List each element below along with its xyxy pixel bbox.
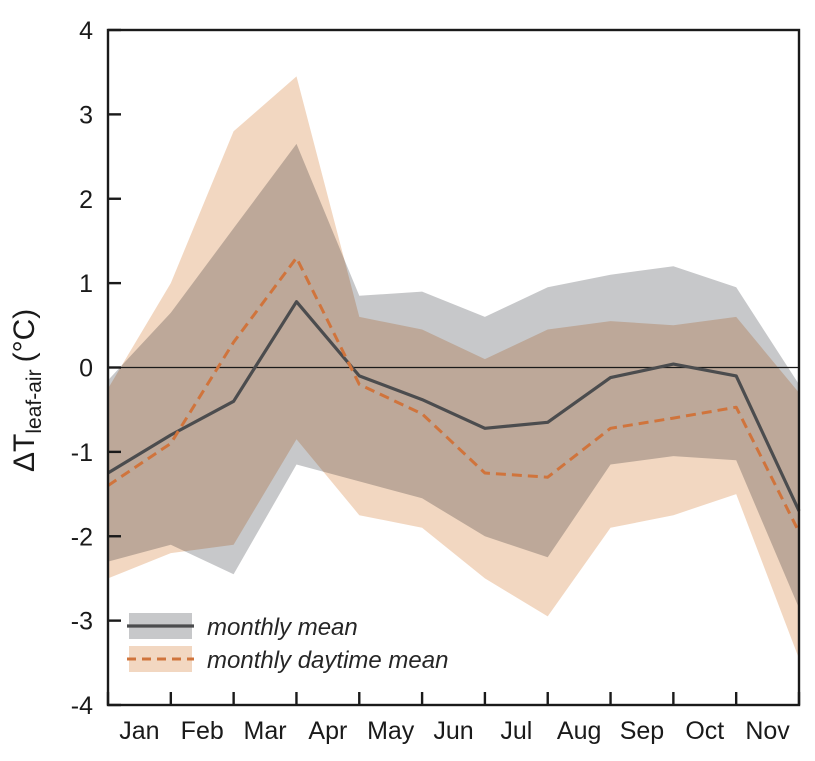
y-axis-tick-labels: 4 3 2 1 0 -1 -2 -3 -4	[71, 17, 93, 720]
legend-item-monthly-mean: monthly mean	[127, 613, 358, 641]
x-month-label: Jul	[500, 717, 532, 745]
y-axis-label-subscript: leaf-air	[23, 369, 46, 433]
y-tick-label: -3	[71, 608, 93, 636]
x-month-label: Feb	[181, 717, 224, 745]
y-axis-ticks	[108, 28, 121, 707]
y-axis-label-unit: (°C)	[8, 309, 41, 363]
y-tick-label: -2	[71, 523, 93, 551]
legend-item-monthly-daytime-mean: monthly daytime mean	[127, 646, 448, 674]
x-month-label: Oct	[685, 717, 724, 745]
x-month-label: Mar	[244, 717, 287, 745]
x-month-label: Jan	[119, 717, 159, 745]
y-tick-label: 4	[79, 17, 93, 45]
x-axis-month-labels: Jan Feb Mar Apr May Jun Jul Aug Sep Oct Nov	[119, 717, 790, 745]
y-tick-label: 3	[79, 101, 93, 129]
x-month-label: May	[367, 717, 415, 745]
legend-label-monthly-mean: monthly mean	[207, 614, 358, 641]
x-month-label: Aug	[557, 717, 601, 745]
y-tick-label: -4	[71, 692, 93, 720]
y-axis-label: ΔTleaf-air (°C)	[8, 309, 46, 472]
y-tick-label: 2	[79, 186, 93, 214]
y-tick-label: -1	[71, 439, 93, 467]
legend: monthly mean monthly daytime mean	[127, 613, 448, 674]
monthly-mean-line	[107, 300, 801, 512]
x-month-label: Apr	[308, 717, 347, 745]
monthly-daytime-mean-line	[107, 256, 801, 533]
y-axis-label-main: ΔT	[8, 434, 41, 472]
x-month-label: Sep	[620, 717, 664, 745]
y-tick-label: 1	[79, 270, 93, 298]
legend-label-monthly-daytime-mean: monthly daytime mean	[207, 647, 448, 674]
x-month-label: Jun	[433, 717, 473, 745]
x-axis-ticks	[106, 692, 801, 705]
y-tick-label: 0	[79, 355, 93, 383]
x-month-label: Nov	[745, 717, 790, 745]
